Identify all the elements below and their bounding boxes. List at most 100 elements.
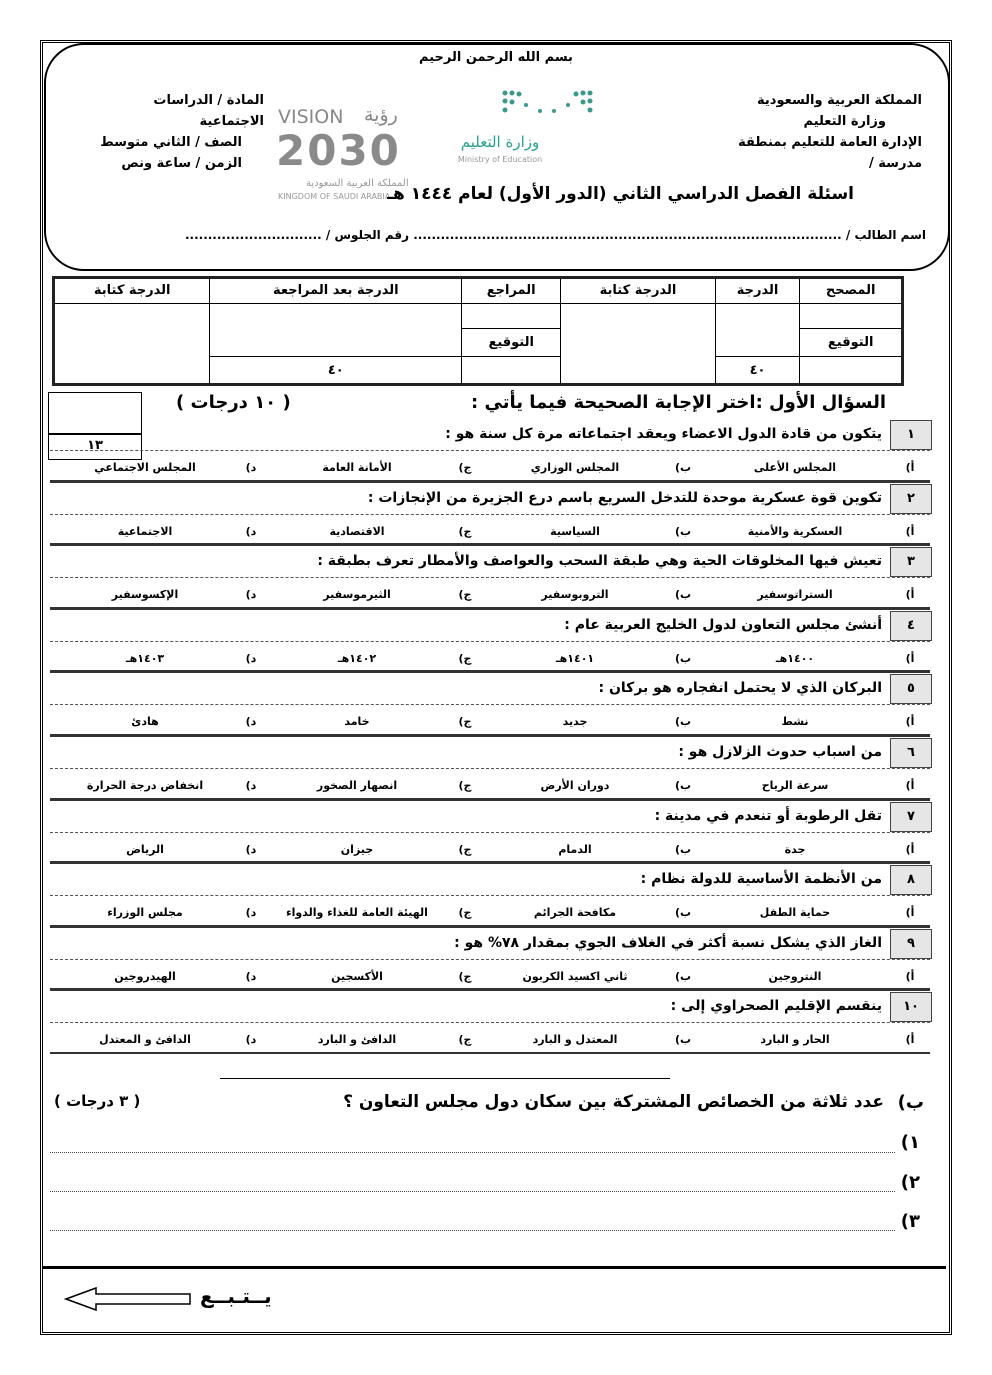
option-letter: ب) xyxy=(674,588,692,602)
answer-option[interactable]: الدمام xyxy=(558,842,592,856)
grade-written-cell-2[interactable] xyxy=(52,302,211,386)
option-letter: أ) xyxy=(905,969,915,983)
answer-option[interactable]: الإكسوسفير xyxy=(111,588,179,602)
option-letter: ب) xyxy=(674,715,692,729)
reviewer-cell[interactable] xyxy=(461,302,562,330)
answer-option[interactable]: المجلس الأعلى xyxy=(753,461,837,474)
q1-score-box: ١٣ xyxy=(48,392,142,460)
answer-option[interactable]: حماية الطفل xyxy=(759,906,831,920)
answer-option[interactable]: المعتدل و البارد xyxy=(532,1033,618,1047)
corrector-signature-cell[interactable] xyxy=(799,356,903,385)
ministry-line: وزارة التعليم xyxy=(803,114,887,129)
subject-line: المادة / الدراسات الاجتماعية xyxy=(153,93,264,129)
answer-1-label: ١) xyxy=(900,1132,920,1153)
answer-option[interactable]: المجلس الوزاري xyxy=(530,461,620,474)
header-reviewer: المراجع xyxy=(461,277,562,304)
question-separator xyxy=(50,670,930,674)
answer-option[interactable]: الستراتوسفير xyxy=(757,588,833,602)
ministry-of-education-logo: وزارة التعليم Ministry of Education xyxy=(450,85,600,170)
answer-3-line[interactable] xyxy=(50,1230,895,1231)
continue-label: يــتـبــع xyxy=(200,1284,272,1308)
answer-2-line[interactable] xyxy=(50,1191,895,1192)
option-letter: د) xyxy=(245,969,257,983)
reviewer-signature-label: التوقيع xyxy=(461,328,562,358)
grade-line: الصف / الثاني متوسط xyxy=(100,135,242,150)
answer-option[interactable]: التروبوسفير xyxy=(541,588,609,602)
option-letter: ب) xyxy=(674,461,692,474)
option-letter: أ) xyxy=(905,715,915,729)
option-letter: ج) xyxy=(458,1033,472,1047)
answer-option[interactable]: ١٤٠٣هـ xyxy=(125,651,165,665)
option-letter: أ) xyxy=(905,779,915,792)
answer-option[interactable]: الهيدروجين xyxy=(114,969,176,983)
answer-option[interactable]: السياسية xyxy=(550,524,600,538)
answer-option[interactable]: الاجتماعية xyxy=(117,524,173,538)
question-dashed-line xyxy=(50,958,930,960)
q1-title: السؤال الأول :اختر الإجابة الصحيحة فيما … xyxy=(471,392,886,413)
answer-option[interactable]: ١٤٠١هـ xyxy=(555,651,595,665)
grades-table: المصحح الدرجة الدرجة كتابة المراجع الدرج… xyxy=(52,276,904,386)
answer-option[interactable]: نشط xyxy=(781,715,809,729)
directorate-line: الإدارة العامة للتعليم بمنطقة xyxy=(738,135,922,150)
question-dashed-line xyxy=(50,895,930,897)
answer-option[interactable]: جدة xyxy=(784,842,806,856)
question-separator xyxy=(50,861,930,865)
answer-option[interactable]: انخفاض درجة الحرارة xyxy=(86,779,204,792)
grade-after-review-cell[interactable] xyxy=(209,302,463,358)
answer-option[interactable]: خامد xyxy=(344,715,370,729)
answer-option[interactable]: الدافئ و المعتدل xyxy=(99,1033,191,1047)
header-grade-written: الدرجة كتابة xyxy=(560,277,716,304)
option-letter: ج) xyxy=(458,651,472,665)
answer-option[interactable]: ١٤٠٠هـ xyxy=(775,651,815,665)
answer-option[interactable]: الدافئ و البارد xyxy=(317,1033,397,1047)
answer-option[interactable]: النتروجين xyxy=(768,969,822,983)
vision-text: VISION xyxy=(278,106,344,128)
option-letter: أ) xyxy=(905,842,915,856)
question-separator xyxy=(50,797,930,801)
answer-option[interactable]: مكافحة الجرائم xyxy=(533,906,617,920)
ministry-logo-en: Ministry of Education xyxy=(457,155,543,164)
answer-option[interactable]: الثيرموسفير xyxy=(323,588,391,602)
question-number: ١ xyxy=(890,420,932,450)
corrector-cell[interactable] xyxy=(799,302,903,330)
question-text: الغاز الذي يشكل نسبة أكثر في الغلاف الجو… xyxy=(454,934,882,951)
answer-option[interactable]: جديد xyxy=(562,715,588,729)
question-dashed-line xyxy=(50,704,930,706)
time-line: الزمن / ساعة ونص xyxy=(121,156,242,171)
answer-1-line[interactable] xyxy=(50,1152,895,1153)
question-separator xyxy=(50,479,930,483)
answer-option[interactable]: الأكسجين xyxy=(331,969,383,983)
answer-option[interactable]: ثاني اكسيد الكربون xyxy=(522,969,628,983)
student-name-field[interactable]: اسم الطالب / ...........................… xyxy=(184,228,926,242)
answer-option[interactable]: ١٤٠٢هـ xyxy=(337,651,377,665)
answer-option[interactable]: العسكرية والأمنية xyxy=(747,524,843,538)
option-letter: د) xyxy=(245,842,257,856)
vision-kingdom-en: KINGDOM OF SAUDI ARABIA xyxy=(278,192,391,201)
option-letter: أ) xyxy=(905,461,915,474)
question-text: من الأنظمة الأساسية للدولة نظام : xyxy=(640,871,882,888)
question-text: يتكون من قادة الدول الاعضاء ويعقد اجتماع… xyxy=(445,426,882,442)
answer-option[interactable]: هادئ xyxy=(131,715,159,729)
header-right-block: المملكة العربية والسعودية وزارة التعليم … xyxy=(738,90,922,174)
question-text: ينقسم الإقليم الصحراوي إلى : xyxy=(670,998,882,1015)
answer-option[interactable]: دوران الأرض xyxy=(540,779,610,792)
answer-option[interactable]: جيزان xyxy=(340,842,374,856)
grade-cell[interactable] xyxy=(714,302,801,358)
answer-option[interactable]: الاقتصادية xyxy=(329,524,385,538)
question-text: أنشئ مجلس التعاون لدول الخليج العربية عا… xyxy=(564,616,882,633)
reviewer-signature-cell[interactable] xyxy=(461,356,562,385)
question-separator xyxy=(50,924,930,928)
answer-option[interactable]: الهيئة العامة للغذاء والدواء xyxy=(286,906,428,920)
answer-option[interactable]: انصهار الصخور xyxy=(316,779,398,792)
question-number: ٥ xyxy=(890,674,932,705)
answer-option[interactable]: المجلس الاجتماعي xyxy=(94,461,196,474)
question-separator xyxy=(50,988,930,992)
answer-option[interactable]: الأمانة العامة xyxy=(322,461,392,474)
question-dashed-line xyxy=(50,640,930,642)
answer-option[interactable]: مجلس الوزراء xyxy=(107,906,183,920)
answer-option[interactable]: الحار و البارد xyxy=(760,1033,830,1047)
answer-option[interactable]: سرعة الرياح xyxy=(761,779,829,792)
grade-written-cell[interactable] xyxy=(560,302,716,386)
question-number: ٤ xyxy=(890,610,932,641)
answer-option[interactable]: الرياض xyxy=(126,842,164,856)
